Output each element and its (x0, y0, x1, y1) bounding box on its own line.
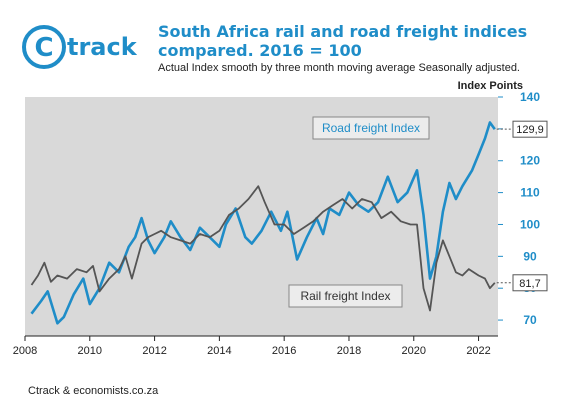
x-tick-label: 2008 (13, 345, 37, 357)
end-value-label: 129,9 (516, 124, 544, 136)
x-tick-label: 2016 (272, 345, 296, 357)
rail-freight-label: Rail freight Index (300, 289, 390, 303)
y-tick-label: 110 (520, 186, 540, 200)
y-axis-title: Index Points (457, 80, 523, 92)
rail-freight-line (30, 185, 496, 312)
x-tick-label: 2014 (207, 345, 231, 357)
road-freight-line (30, 121, 496, 325)
x-tick-label: 2020 (402, 345, 426, 357)
y-tick-label: 70 (523, 313, 537, 327)
chart-subtitle: Actual Index smooth by three month movin… (158, 62, 520, 74)
x-tick-label: 2012 (142, 345, 166, 357)
road-freight-label-box (312, 116, 430, 140)
ctrack-logo: C track (22, 25, 137, 69)
logo-ring (22, 25, 66, 69)
end-value-label: 81,7 (519, 278, 540, 290)
y-tick-label: 90 (523, 249, 537, 263)
end-value-box (512, 120, 548, 138)
x-tick-label: 2022 (466, 345, 490, 357)
chart-title: South Africa rail and road freight indic… (158, 22, 528, 60)
logo-text: track (67, 33, 137, 61)
y-tick-label: 140 (520, 90, 540, 104)
y-tick-label: 100 (520, 217, 540, 231)
y-tick-label: 120 (520, 154, 540, 168)
source-note: Ctrack & economists.co.za (28, 385, 159, 397)
x-tick-label: 2010 (78, 345, 102, 357)
x-tick-label: 2018 (337, 345, 361, 357)
end-value-box (512, 274, 548, 292)
road-freight-label: Road freight Index (322, 121, 420, 135)
logo-mark: C (34, 33, 53, 63)
rail-freight-label-box (288, 284, 403, 308)
